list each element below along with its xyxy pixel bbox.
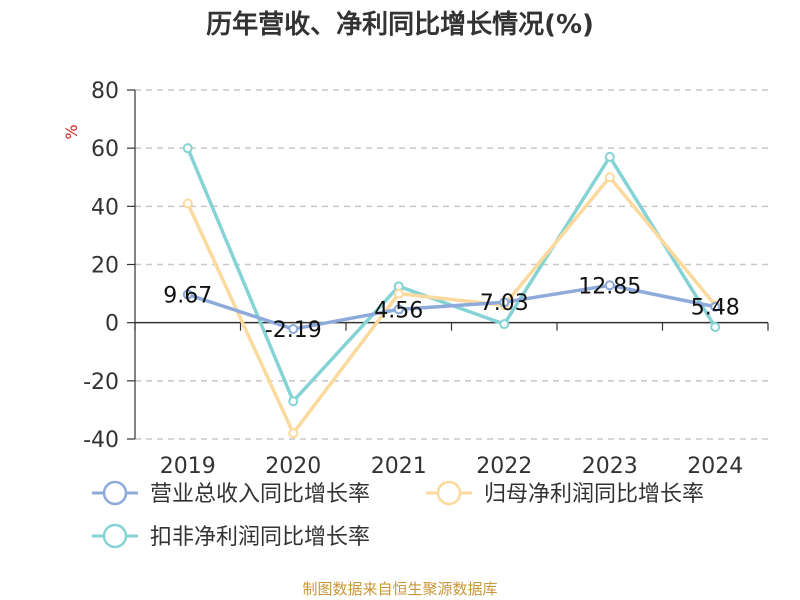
data-point <box>182 289 193 300</box>
data-source-note: 制图数据来自恒生聚源数据库 <box>302 580 498 598</box>
data-label: 5.48 <box>691 296 740 321</box>
legend-marker <box>102 480 128 506</box>
data-point <box>604 172 615 183</box>
data-point <box>604 151 615 162</box>
legend-label: 归母净利润同比增长率 <box>484 482 704 507</box>
x-tick-label: 2023 <box>582 454 638 479</box>
data-point <box>393 304 404 315</box>
data-label: 7.03 <box>480 291 529 316</box>
y-tick-label: -40 <box>83 428 119 453</box>
data-point <box>710 301 721 312</box>
legend-item: 扣非净利润同比增长率 <box>92 523 370 550</box>
series-lines <box>182 143 721 439</box>
data-point <box>393 288 404 299</box>
data-point <box>182 143 193 154</box>
data-point <box>604 280 615 291</box>
legend-item: 营业总收入同比增长率 <box>92 480 370 507</box>
data-point <box>288 396 299 407</box>
data-label: 4.56 <box>374 298 423 323</box>
data-point <box>710 322 721 333</box>
y-tick-label: 60 <box>91 137 119 162</box>
x-tick-label: 2020 <box>265 454 321 479</box>
series-line <box>186 175 717 435</box>
y-tick-label: 80 <box>91 79 119 104</box>
data-label: 9.67 <box>163 284 212 309</box>
legend-marker <box>436 480 462 506</box>
x-tick-label: 2021 <box>371 454 427 479</box>
data-label: 12.85 <box>578 274 641 299</box>
data-labels: 9.67 -2.19 4.56 7.03 12.85 5.48 <box>163 274 739 343</box>
legend-label: 扣非净利润同比增长率 <box>150 525 370 550</box>
axes: 80 60 40 20 0 -20 -40 2019 2020 2021 2022 2023 2024% <box>62 79 769 479</box>
series-line <box>187 283 716 331</box>
legend-item: 归母净利润同比增长率 <box>426 480 704 507</box>
data-point <box>499 319 510 330</box>
grid-lines <box>135 89 768 440</box>
data-point <box>499 297 510 308</box>
data-point <box>288 324 299 335</box>
x-tick-label: 2019 <box>160 454 216 479</box>
y-tick-label: 20 <box>91 254 119 279</box>
x-tick-label: 2022 <box>476 454 532 479</box>
data-label: -2.19 <box>265 318 322 343</box>
data-point <box>182 198 193 209</box>
y-tick-label: 0 <box>105 312 119 337</box>
legend-label: 营业总收入同比增长率 <box>150 482 370 507</box>
y-axis-unit-label: % <box>62 124 81 139</box>
chart-title: 历年营收、净利同比增长情况(%) <box>206 10 594 40</box>
data-point <box>288 428 299 439</box>
y-tick-label: 40 <box>91 195 119 220</box>
y-tick-label: -20 <box>83 370 119 395</box>
x-tick-label: 2024 <box>687 454 743 479</box>
legend-marker <box>102 523 128 549</box>
